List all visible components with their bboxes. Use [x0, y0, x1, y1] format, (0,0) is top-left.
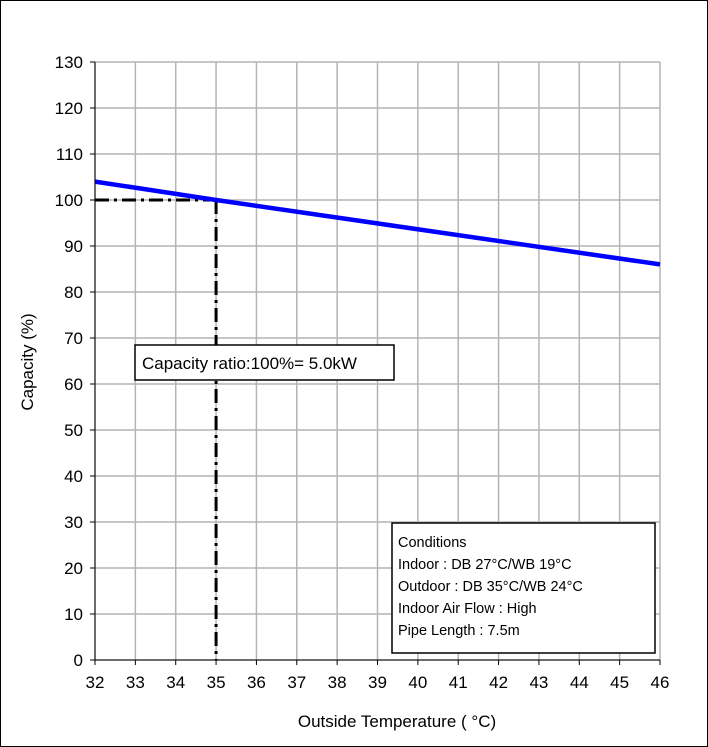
y-tick-label: 110 [56, 145, 83, 164]
conditions-airflow: Indoor Air Flow : High [398, 601, 537, 617]
y-tick-label: 60 [64, 375, 83, 394]
x-tick-label: 32 [86, 673, 105, 692]
conditions-pipe-length: Pipe Length : 7.5m [398, 623, 520, 639]
capacity-ratio-box: Capacity ratio:100%= 5.0kW [134, 344, 395, 381]
conditions-outdoor: Outdoor : DB 35°C/WB 24°C [398, 579, 583, 595]
x-tick-labels: 32 33 34 35 36 37 38 39 40 41 42 43 44 45 46 [86, 673, 670, 692]
x-tick-label: 38 [328, 673, 347, 692]
y-tick-label: 70 [64, 329, 83, 348]
capacity-ratio-box-border [134, 344, 395, 381]
y-tick-label: 10 [64, 605, 83, 624]
x-tick-label: 45 [610, 673, 629, 692]
axes [90, 61, 661, 665]
y-tick-label: 50 [64, 421, 83, 440]
conditions-indoor: Indoor : DB 27°C/WB 19°C [398, 557, 572, 573]
y-tick-labels: 0 10 20 30 40 50 60 70 80 90 100 110 120 130 [55, 53, 83, 670]
y-tick-label: 90 [64, 237, 83, 256]
x-tick-label: 35 [207, 673, 226, 692]
x-tick-label: 43 [529, 673, 548, 692]
reference-lines [95, 198, 218, 660]
capacity-ratio-text: Capacity ratio:100%= 5.0kW [142, 354, 357, 373]
conditions-box-border [391, 522, 656, 654]
conditions-title: Conditions [398, 535, 467, 551]
x-tick-label: 40 [408, 673, 427, 692]
y-tick-label: 20 [64, 559, 83, 578]
x-tick-label: 37 [287, 673, 306, 692]
y-tick-label: 0 [74, 651, 83, 670]
y-tick-label: 30 [64, 513, 83, 532]
x-tick-label: 33 [126, 673, 145, 692]
x-axis-label: Outside Temperature ( °C) [298, 712, 496, 731]
x-tick-label: 44 [570, 673, 589, 692]
x-tick-label: 41 [449, 673, 468, 692]
y-tick-label: 120 [55, 99, 83, 118]
x-tick-label: 34 [166, 673, 185, 692]
x-tick-label: 39 [368, 673, 387, 692]
capacity-series-line [94, 179, 661, 267]
x-tick-label: 36 [247, 673, 266, 692]
y-axis-label: Capacity (%) [18, 313, 37, 410]
y-tick-label: 130 [55, 53, 83, 72]
x-tick-label: 46 [651, 673, 670, 692]
y-tick-label: 80 [64, 283, 83, 302]
conditions-box: Conditions Indoor : DB 27°C/WB 19°C Outd… [391, 522, 656, 654]
y-tick-label: 100 [55, 191, 83, 210]
y-tick-label: 40 [64, 467, 83, 486]
x-tick-label: 42 [489, 673, 508, 692]
series-group [94, 179, 661, 267]
